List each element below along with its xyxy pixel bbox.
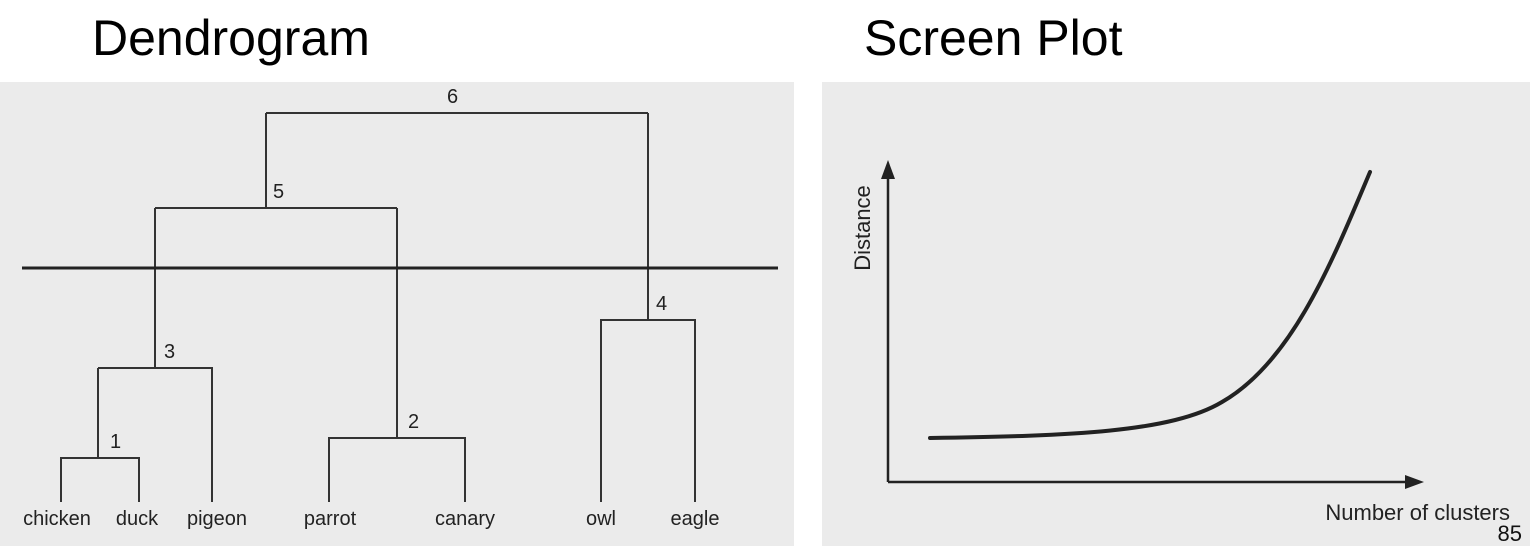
merge-label-3: 3 (164, 341, 175, 363)
y-axis-arrowhead (881, 160, 895, 179)
merge-label-5: 5 (273, 181, 284, 203)
merge-label-2: 2 (408, 411, 419, 433)
y-axis-label: Distance (850, 185, 875, 271)
link-3 (98, 367, 213, 502)
leaf-label-canary: canary (435, 508, 495, 530)
link-4 (600, 319, 696, 502)
link-2 (328, 437, 466, 502)
leaf-label-parrot: parrot (304, 508, 357, 530)
merge-label-4: 4 (656, 293, 667, 315)
link-1 (60, 457, 140, 502)
x-axis-label: Number of clusters (1325, 500, 1510, 525)
leaf-label-chicken: chicken (23, 508, 91, 530)
merge-label-1: 1 (110, 431, 121, 453)
leaf-label-owl: owl (586, 508, 616, 530)
dendrogram-panel: 1 2 3 4 5 6 chicken duck pigeon parrot c… (0, 82, 794, 546)
dendrogram-svg: 1 2 3 4 5 6 chicken duck pigeon parrot c… (22, 86, 778, 530)
leaf-label-eagle: eagle (671, 508, 720, 530)
dendrogram-title: Dendrogram (92, 10, 370, 66)
scree-plot-panel: Distance Number of clusters (822, 82, 1530, 546)
scree-curve (928, 170, 1372, 440)
scree-plot-svg: Distance Number of clusters (850, 160, 1510, 525)
page-number: 85 (1497, 521, 1522, 546)
leaf-label-duck: duck (116, 508, 159, 530)
leaf-label-pigeon: pigeon (187, 508, 247, 530)
merge-label-6: 6 (447, 86, 458, 108)
scree-plot-title: Screen Plot (864, 10, 1123, 66)
x-axis-arrowhead (1405, 475, 1424, 489)
